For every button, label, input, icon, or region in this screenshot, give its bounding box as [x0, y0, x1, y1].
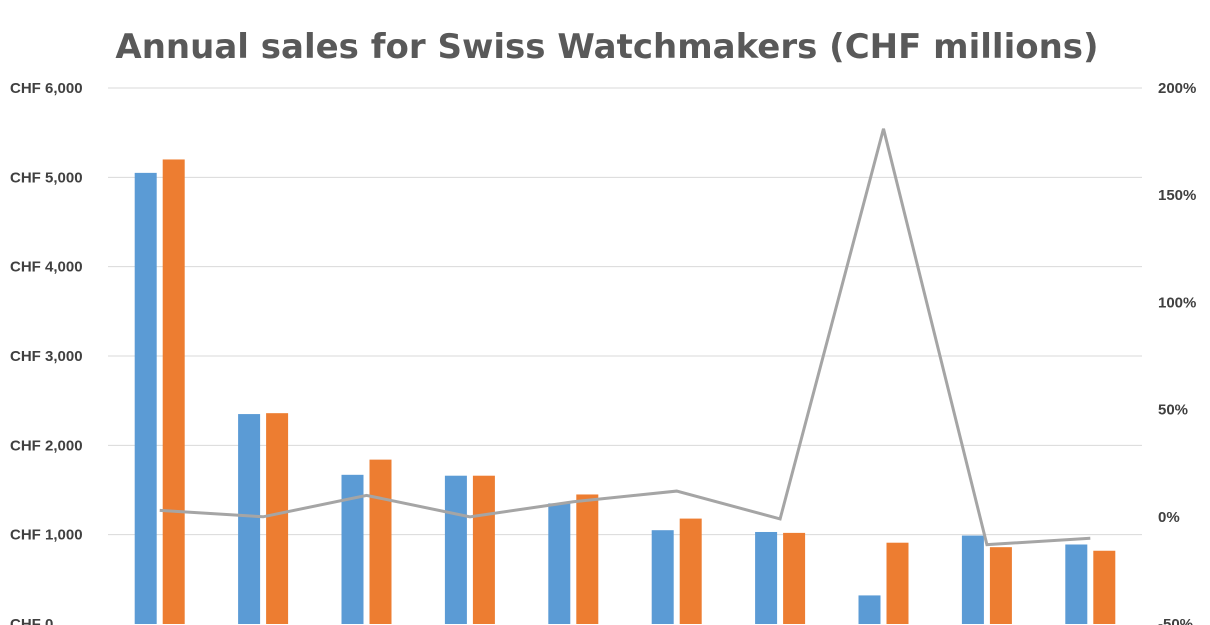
bar-series-1 — [651, 530, 674, 624]
bar-series-2 — [1093, 550, 1116, 624]
right-tick-label: 200% — [1158, 80, 1196, 97]
bar-series-1 — [238, 414, 261, 624]
left-tick-label: CHF 0 — [10, 616, 53, 625]
gridlines — [108, 87, 1142, 536]
left-tick-label: CHF 5,000 — [10, 169, 83, 186]
bar-series-2 — [886, 542, 909, 624]
bar-series-2 — [369, 459, 392, 624]
bar-series-1 — [1065, 544, 1088, 624]
bar-series-2 — [162, 159, 185, 624]
bar-series-1 — [858, 595, 881, 624]
bar-series-1 — [548, 503, 571, 624]
bar-series-1 — [134, 172, 157, 624]
bar-series-2 — [576, 494, 599, 624]
right-tick-label: -50% — [1158, 616, 1193, 625]
bar-series-1 — [755, 531, 778, 624]
bar-series-2 — [679, 518, 702, 624]
bar-series-2 — [989, 547, 1012, 624]
left-tick-label: CHF 2,000 — [10, 437, 83, 454]
right-tick-label: 150% — [1158, 187, 1196, 204]
right-tick-label: 50% — [1158, 402, 1188, 419]
bars — [134, 159, 1116, 624]
bar-series-2 — [472, 475, 495, 624]
right-tick-label: 0% — [1158, 509, 1180, 526]
right-axis-ticks: -50% 0% 50% 100% 150% 200% — [1158, 80, 1196, 625]
line-series-1 — [159, 128, 1091, 547]
bar-series-2 — [783, 532, 806, 624]
bar-series-2 — [266, 413, 289, 624]
bar-series-1 — [341, 474, 364, 624]
chart-title: Annual sales for Swiss Watchmakers (CHF … — [115, 27, 1098, 67]
left-axis-ticks: CHF 0 CHF 1,000 CHF 2,000 CHF 3,000 CHF 4,00… — [10, 80, 83, 625]
bar-series-1 — [444, 475, 467, 624]
left-tick-label: CHF 1,000 — [10, 527, 83, 544]
right-tick-label: 100% — [1158, 294, 1196, 311]
left-tick-label: CHF 6,000 — [10, 80, 83, 97]
left-tick-label: CHF 4,000 — [10, 259, 83, 276]
growth-line — [159, 128, 1091, 547]
bar-series-1 — [961, 535, 984, 624]
left-tick-label: CHF 3,000 — [10, 348, 83, 365]
